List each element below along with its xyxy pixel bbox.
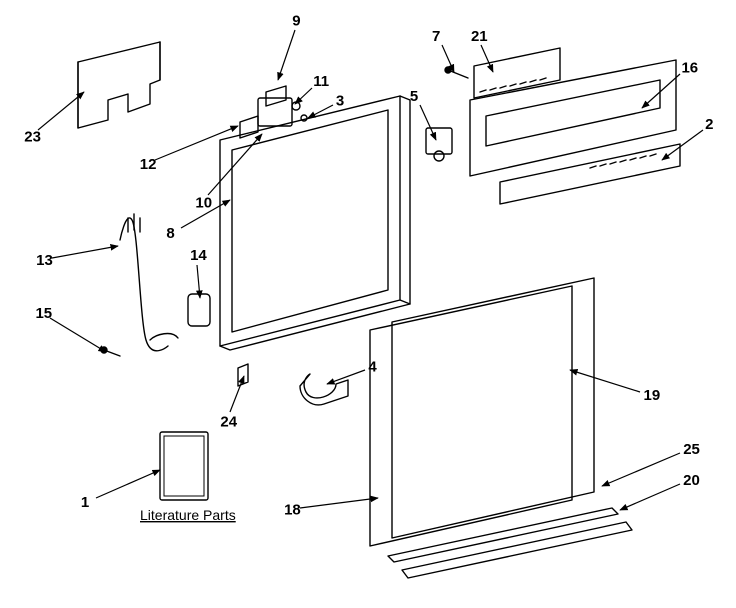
callout-number-18: 18 [284,501,301,518]
callout-number-1: 1 [81,494,89,511]
part-15-screw [101,347,120,356]
callout-number-14: 14 [190,247,207,264]
callout-number-9: 9 [292,13,300,30]
part-5-component [426,128,452,161]
callout-leader-2 [662,130,703,160]
callout-leader-19 [570,370,640,392]
callout-number-21: 21 [471,28,488,45]
callout-leader-12 [155,126,238,160]
callout-leader-21 [481,45,493,72]
callout-number-11: 11 [313,73,329,90]
part-23-bracket [78,42,160,128]
callout-leader-16 [642,74,680,108]
callout-number-24: 24 [220,413,237,430]
callout-number-10: 10 [195,194,212,211]
callout-number-8: 8 [166,225,174,242]
callout-leader-9 [278,30,295,80]
callout-leader-25 [602,453,680,486]
part-24-clip [238,364,248,386]
part-1-literature [160,432,208,500]
part-14-component [188,294,210,326]
part-18-inner-panel [370,286,572,546]
callout-leader-24 [230,376,244,412]
callout-leader-20 [620,484,680,510]
part-8-door-frame [220,96,410,350]
callout-number-25: 25 [683,441,700,458]
callout-leader-15 [50,318,106,352]
part-2-panel-strip [500,144,680,204]
callout-leader-10 [208,134,262,195]
part-19-outer-panel [392,278,594,538]
callout-number-15: 15 [35,305,52,322]
callout-number-7: 7 [432,28,440,45]
literature-label: Literature Parts [140,507,236,523]
part-7-screw [445,67,468,78]
part-latch-cluster [240,86,307,138]
callout-leader-4 [327,370,365,384]
callout-number-19: 19 [644,387,661,404]
callout-number-20: 20 [683,472,700,489]
callout-number-2: 2 [705,116,713,133]
callout-leader-23 [38,92,84,130]
callout-number-16: 16 [681,59,698,76]
callout-number-23: 23 [24,128,41,145]
callout-number-3: 3 [336,92,344,109]
callout-leader-1 [96,470,160,498]
callout-number-4: 4 [368,359,377,376]
callout-leader-5 [420,105,436,140]
callout-number-13: 13 [36,252,53,269]
callout-leader-18 [300,498,378,508]
callout-leader-14 [197,265,200,298]
callout-leader-11 [295,88,312,104]
part-16-console [470,60,676,176]
callout-number-12: 12 [140,156,157,173]
callout-number-5: 5 [410,88,418,105]
callout-leader-13 [52,246,118,258]
